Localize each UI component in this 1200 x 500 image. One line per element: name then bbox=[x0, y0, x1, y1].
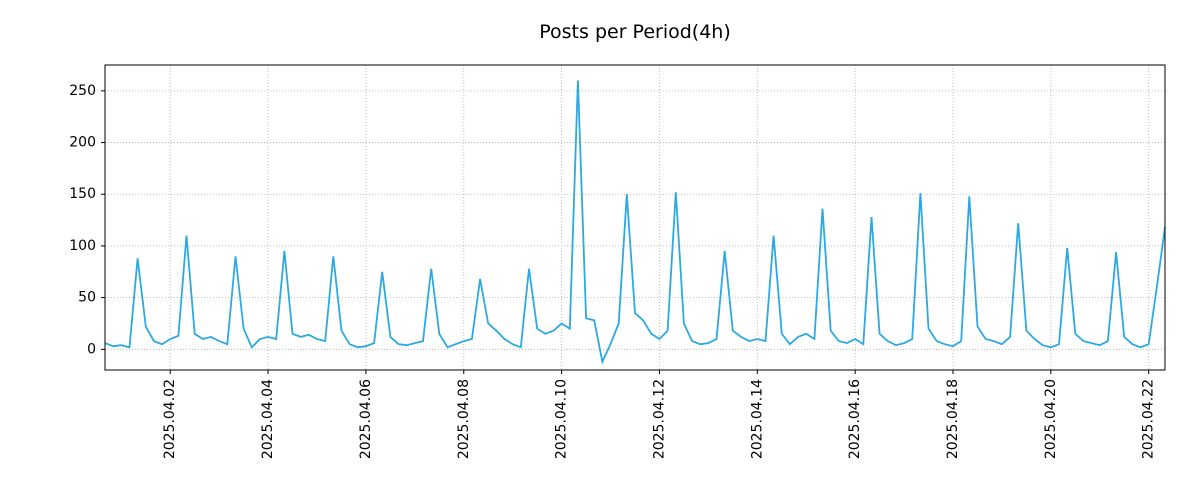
x-tick-label: 2025.04.22 bbox=[1141, 379, 1157, 459]
x-tick-label: 2025.04.02 bbox=[162, 379, 178, 459]
y-tick-label: 100 bbox=[69, 238, 96, 254]
y-tick-label: 50 bbox=[78, 290, 96, 306]
x-tick-label: 2025.04.04 bbox=[260, 379, 276, 459]
x-tick-label: 2025.04.08 bbox=[456, 379, 472, 459]
x-tick-label: 2025.04.12 bbox=[651, 379, 667, 459]
chart-title: Posts per Period(4h) bbox=[539, 21, 731, 43]
x-tick-label: 2025.04.14 bbox=[749, 379, 765, 459]
x-tick-label: 2025.04.10 bbox=[554, 379, 570, 459]
data-line bbox=[104, 80, 1166, 365]
y-tick-label: 150 bbox=[69, 186, 96, 202]
y-tick-label: 250 bbox=[69, 83, 96, 99]
x-tick-label: 2025.04.06 bbox=[358, 379, 374, 459]
y-tick-label: 0 bbox=[87, 341, 96, 357]
x-tick-label: 2025.04.18 bbox=[945, 379, 961, 459]
plot-border bbox=[104, 64, 1166, 371]
plot-area: 0 50 100 150 200 250 2025.04.02 2025.04.04 2025.… bbox=[69, 64, 1166, 459]
x-tick-label: 2025.04.20 bbox=[1043, 379, 1059, 459]
y-tick-label: 200 bbox=[69, 135, 96, 151]
x-tick-label: 2025.04.16 bbox=[847, 379, 863, 459]
